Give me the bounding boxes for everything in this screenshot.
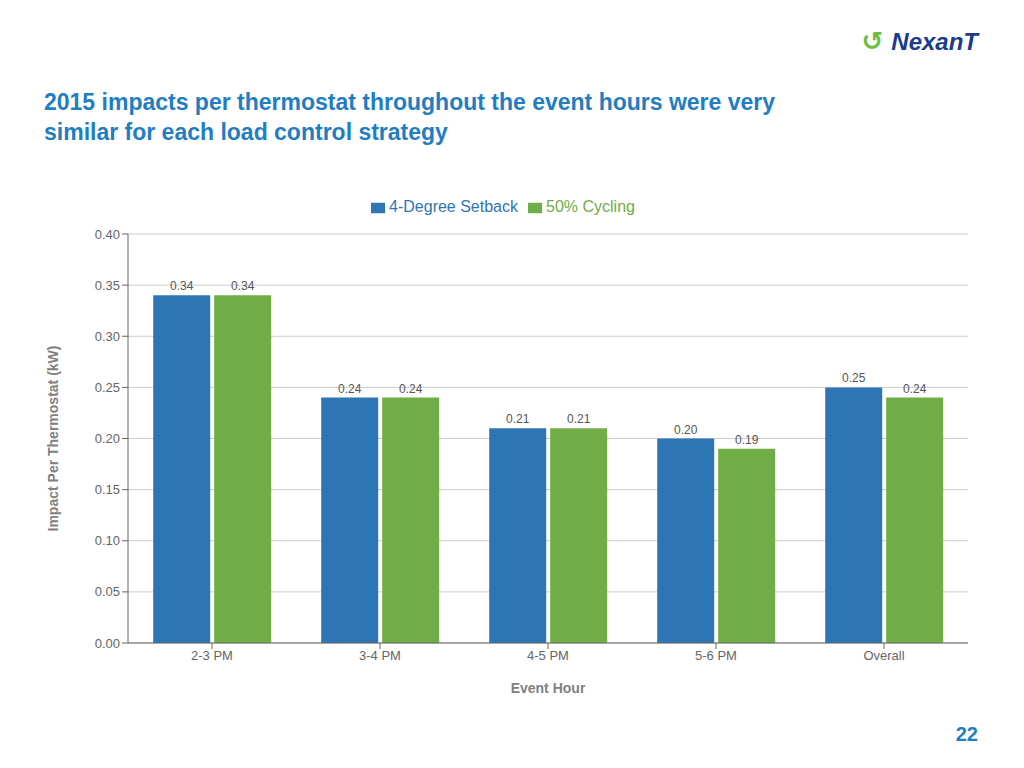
svg-text:0.40: 0.40 (95, 227, 120, 242)
svg-text:0.25: 0.25 (842, 371, 866, 385)
svg-text:0.24: 0.24 (903, 382, 927, 396)
svg-text:0.30: 0.30 (95, 329, 120, 344)
svg-text:Overall: Overall (863, 648, 904, 663)
svg-text:0.05: 0.05 (95, 584, 120, 599)
svg-text:0.21: 0.21 (506, 412, 530, 426)
svg-text:0.00: 0.00 (95, 636, 120, 651)
html-text:4-Degree Setback: 4-Degree Setback (389, 198, 518, 215)
html-text:50% Cycling: 50% Cycling (546, 198, 635, 215)
svg-text:0.34: 0.34 (231, 279, 255, 293)
svg-text:0.35: 0.35 (95, 278, 120, 293)
html-text:22: 22 (955, 723, 978, 745)
svg-text:0.10: 0.10 (95, 533, 120, 548)
svg-text:4-5 PM: 4-5 PM (527, 648, 569, 663)
svg-text:0.25: 0.25 (95, 380, 120, 395)
html-text:↺ NexanT: ↺ NexanT (861, 26, 978, 56)
svg-text:5-6 PM: 5-6 PM (695, 648, 737, 663)
svg-text:Impact Per Thermostat (kW): Impact Per Thermostat (kW) (45, 346, 61, 532)
svg-text:0.21: 0.21 (567, 412, 591, 426)
svg-text:0.20: 0.20 (674, 423, 698, 437)
html-text:2015 impacts per thermostat th: 2015 impacts per thermostat throughout t… (44, 89, 776, 145)
svg-text:0.34: 0.34 (170, 279, 194, 293)
svg-text:Event Hour: Event Hour (511, 680, 586, 696)
svg-text:0.24: 0.24 (399, 382, 423, 396)
svg-text:0.20: 0.20 (95, 431, 120, 446)
svg-text:0.24: 0.24 (338, 382, 362, 396)
svg-text:0.15: 0.15 (95, 482, 120, 497)
svg-text:3-4 PM: 3-4 PM (359, 648, 401, 663)
svg-text:2-3 PM: 2-3 PM (191, 648, 233, 663)
svg-text:0.19: 0.19 (735, 433, 759, 447)
